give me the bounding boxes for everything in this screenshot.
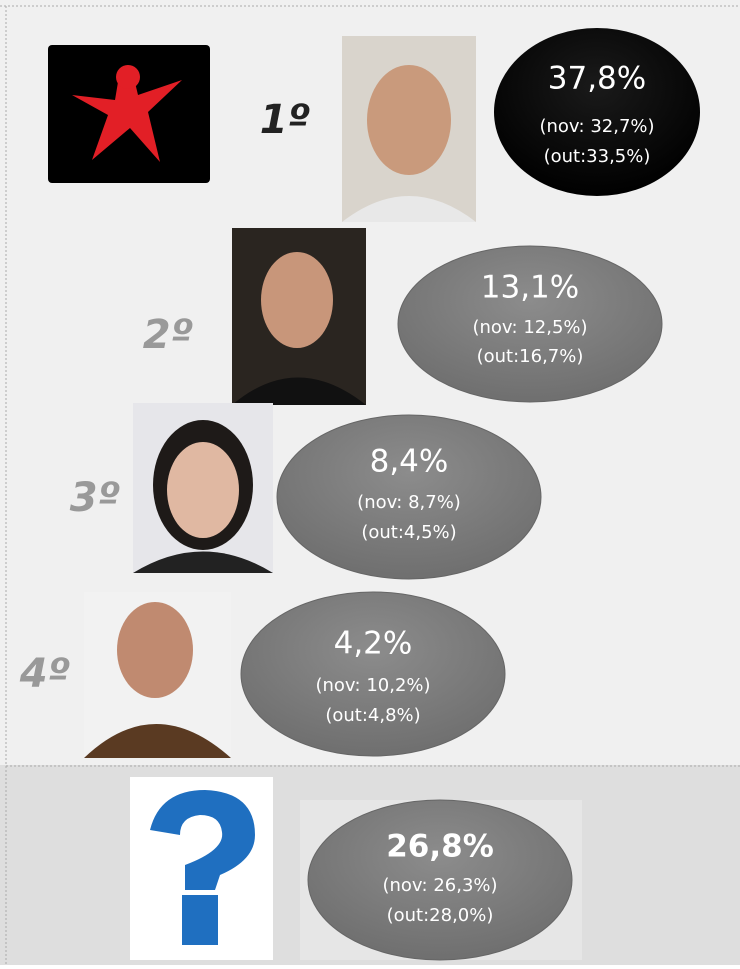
result-value: 4,2% bbox=[334, 626, 413, 662]
result-value: 37,8% bbox=[548, 61, 646, 97]
undecided-out: (out:28,0%) bbox=[387, 905, 494, 926]
result-bubble bbox=[494, 28, 700, 196]
result-out: (out:16,7%) bbox=[477, 346, 584, 367]
infographic: 1º 2º 3º 4º 37,8% (nov: 32,7%) (out:33,5… bbox=[0, 0, 740, 965]
result-bubble bbox=[241, 592, 505, 756]
result-nov: (nov: 8,7%) bbox=[357, 492, 461, 513]
photo bbox=[133, 403, 273, 573]
photo bbox=[232, 228, 366, 405]
undecided-nov: (nov: 26,3%) bbox=[382, 875, 497, 896]
result-value: 8,4% bbox=[370, 444, 449, 480]
undecided-value: 26,8% bbox=[386, 829, 494, 865]
result-out: (out:33,5%) bbox=[544, 146, 651, 167]
result-nov: (nov: 32,7%) bbox=[539, 116, 654, 137]
logo-star bbox=[116, 65, 140, 89]
rank: 2º bbox=[143, 312, 193, 358]
result-value: 13,1% bbox=[481, 270, 579, 306]
rank: 1º bbox=[260, 97, 310, 143]
result-out: (out:4,5%) bbox=[361, 522, 456, 543]
question-icon bbox=[130, 777, 273, 960]
result-nov: (nov: 12,5%) bbox=[472, 317, 587, 338]
photo bbox=[84, 592, 231, 758]
rank: 4º bbox=[19, 651, 70, 697]
result-out: (out:4,8%) bbox=[325, 705, 420, 726]
rank: 3º bbox=[70, 475, 120, 521]
photo bbox=[342, 36, 476, 222]
result-nov: (nov: 10,2%) bbox=[315, 675, 430, 696]
